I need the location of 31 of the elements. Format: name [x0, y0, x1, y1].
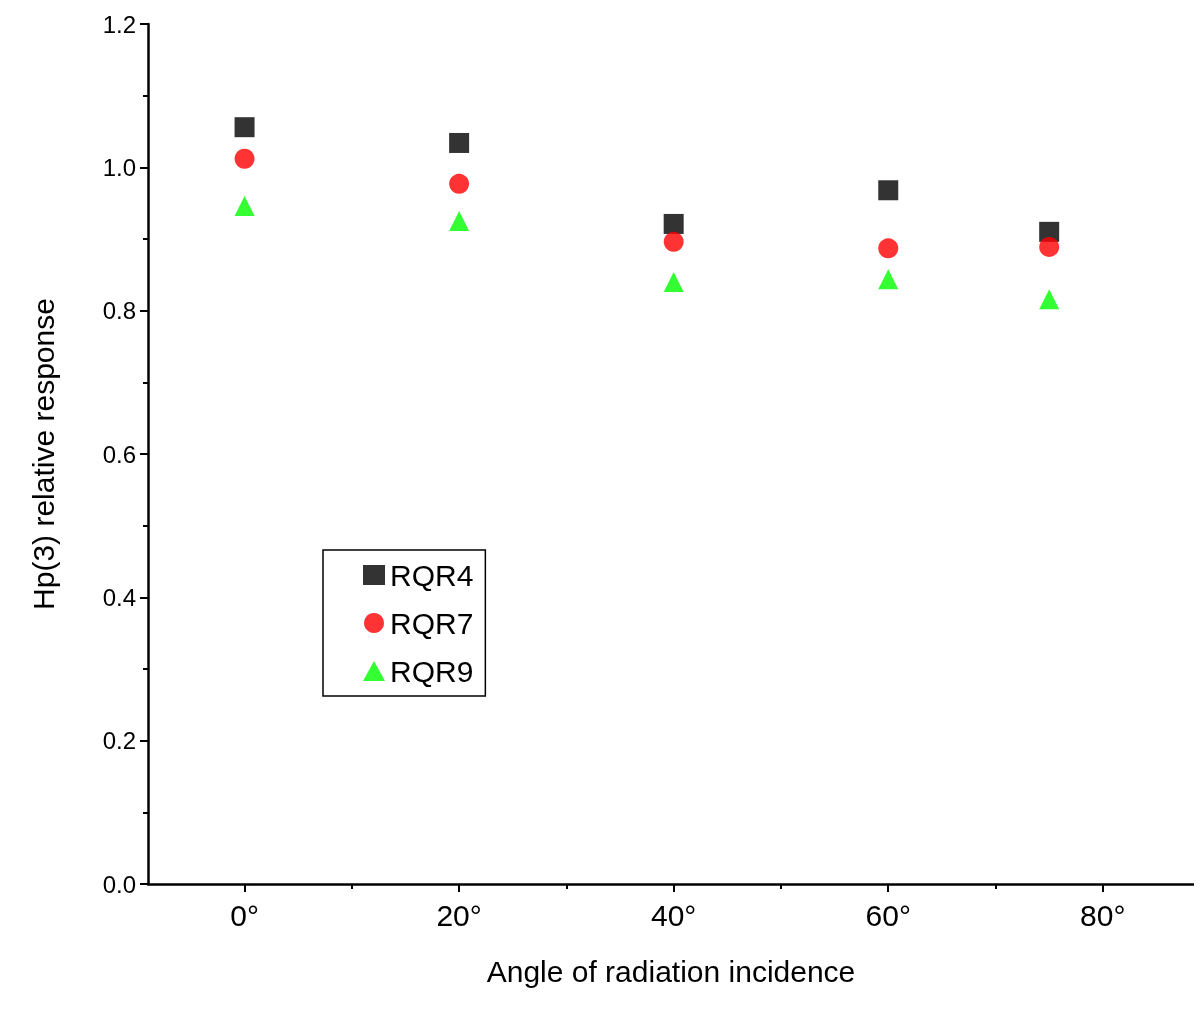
- point: [234, 148, 255, 169]
- point: [449, 173, 470, 194]
- y-tick-label: 1.2: [102, 10, 136, 38]
- y-tick-label: 0.0: [102, 870, 136, 898]
- y-axis-title: Hp(3) relative response: [26, 298, 60, 610]
- point: [449, 132, 470, 153]
- x-axis-title: Angle of radiation incidence: [486, 954, 856, 988]
- point: [234, 196, 255, 217]
- x-tick-label: 20°: [436, 898, 482, 932]
- point: [878, 238, 899, 259]
- y-tick-label: 0.2: [102, 727, 136, 755]
- x-tick-label: 60°: [865, 898, 911, 932]
- x-tick-label: 80°: [1080, 898, 1126, 932]
- y-tick-label: 1.0: [102, 153, 136, 181]
- y-tick-label: 0.6: [102, 440, 136, 468]
- x-tick-label: 0°: [230, 898, 259, 932]
- legend-label: RQR9: [390, 654, 474, 688]
- y-tick-label: 0.8: [102, 297, 136, 325]
- point: [234, 117, 255, 138]
- legend-label: RQR4: [390, 558, 474, 592]
- point: [449, 211, 470, 232]
- point: [1039, 236, 1060, 257]
- point: [663, 231, 684, 252]
- point: [1039, 289, 1060, 310]
- point: [878, 180, 899, 201]
- x-tick-label: 40°: [650, 898, 697, 932]
- legend-label: RQR7: [390, 606, 474, 640]
- point: [663, 213, 684, 234]
- y-tick-label: 0.4: [102, 583, 136, 611]
- point: [663, 272, 684, 292]
- point: [878, 269, 899, 290]
